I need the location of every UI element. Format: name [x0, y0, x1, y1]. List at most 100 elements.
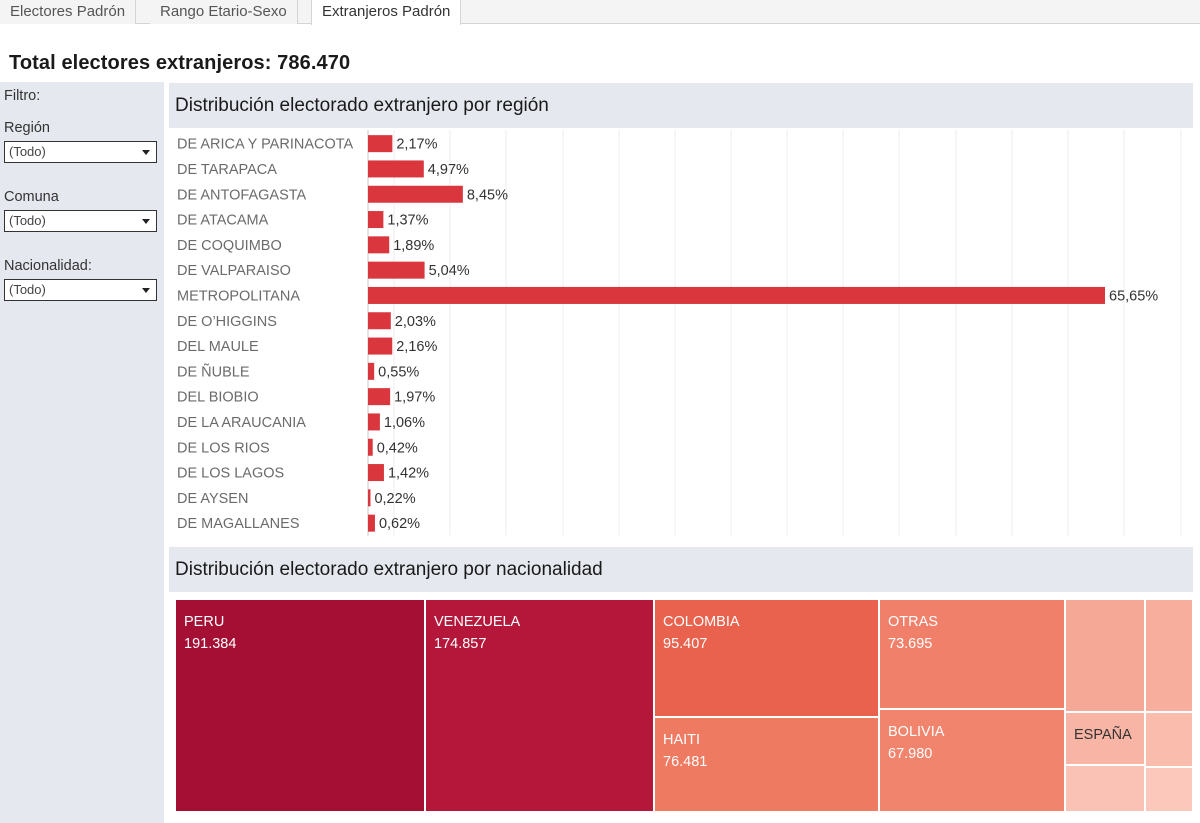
treemap-cell-rect[interactable] — [1144, 766, 1193, 812]
treemap-cell-rect[interactable] — [1064, 764, 1146, 812]
region-chart-header: Distribución electorado extranjero por r… — [169, 83, 1193, 128]
region-category-label: DE COQUIMBO — [177, 238, 282, 254]
region-category-label: DEL MAULE — [177, 339, 259, 355]
region-bar[interactable] — [368, 185, 463, 203]
region-category-label: DE ÑUBLE — [177, 363, 250, 380]
treemap-cell[interactable] — [1144, 599, 1193, 713]
region-filter-value: (Todo) — [9, 144, 46, 159]
treemap-value-label: 76.481 — [663, 754, 707, 770]
treemap-value-label: 191.384 — [184, 636, 236, 652]
treemap-cell[interactable]: VENEZUELA 174.857 — [424, 599, 655, 812]
tab-electores-padron[interactable]: Electores Padrón — [0, 0, 137, 24]
region-bar[interactable] — [368, 211, 384, 229]
region-value-label: 0,55% — [378, 364, 419, 380]
chevron-down-icon — [142, 219, 150, 224]
treemap-name-label: VENEZUELA — [434, 614, 521, 630]
region-category-label: DE O’HIGGINS — [177, 314, 277, 330]
region-value-label: 0,42% — [377, 440, 418, 456]
region-value-label: 1,06% — [384, 415, 425, 431]
region-bar[interactable] — [368, 464, 384, 482]
region-bar[interactable] — [368, 514, 375, 532]
treemap-cell[interactable] — [1144, 766, 1193, 812]
region-category-label: DE MAGALLANES — [177, 516, 300, 532]
treemap-value-label: 73.695 — [888, 636, 932, 652]
region-category-label: DE ATACAMA — [177, 213, 269, 229]
treemap-cell[interactable]: OTRAS 73.695 — [878, 599, 1066, 710]
treemap-cell-rect[interactable] — [1064, 711, 1146, 766]
treemap-value-label: 174.857 — [434, 636, 486, 652]
region-bar[interactable] — [368, 286, 1105, 304]
region-bar[interactable] — [368, 312, 391, 330]
region-bar[interactable] — [368, 337, 393, 355]
treemap-value-label: 95.407 — [663, 636, 707, 652]
chevron-down-icon — [142, 150, 150, 155]
region-category-label: DEL BIOBIO — [177, 390, 259, 406]
region-value-label: 1,89% — [393, 238, 434, 254]
region-value-label: 1,37% — [387, 213, 428, 229]
region-category-label: DE AYSEN — [177, 491, 248, 507]
region-category-label: DE ARICA Y PARINACOTA — [177, 137, 354, 153]
tab-extranjeros-padron[interactable]: Extranjeros Padrón — [311, 0, 462, 25]
treemap-cell-rect[interactable] — [1064, 599, 1146, 713]
total-electores-label: Total electores extranjeros: 786.470 — [9, 52, 351, 74]
treemap-cell-rect[interactable] — [1144, 711, 1193, 768]
treemap-cell[interactable] — [1144, 711, 1193, 768]
nacionalidad-filter-label: Nacionalidad: — [4, 258, 92, 274]
region-bar-chart: DE ARICA Y PARINACOTA 2,17% DE TARAPACA 4,9… — [177, 130, 1182, 536]
region-bar[interactable] — [368, 135, 393, 153]
tab-bar: Electores Padrón Rango Etario-Sexo Extra… — [0, 0, 1200, 25]
region-bar[interactable] — [368, 438, 373, 456]
region-filter-label: Región — [4, 120, 50, 136]
region-category-label: DE VALPARAISO — [177, 263, 291, 279]
treemap-cell-rect[interactable] — [653, 716, 880, 812]
nacionalidad-filter-select[interactable]: (Todo) — [4, 279, 157, 301]
region-bar[interactable] — [368, 160, 424, 178]
tab-rango-etario-sexo[interactable]: Rango Etario-Sexo — [150, 0, 298, 24]
region-category-label: DE LOS RIOS — [177, 440, 270, 456]
treemap-name-label: COLOMBIA — [663, 614, 740, 630]
region-bar[interactable] — [368, 261, 425, 279]
treemap-cell[interactable]: ESPAÑA — [1064, 711, 1146, 766]
comuna-filter-label: Comuna — [4, 189, 59, 205]
nacionalidad-chart-title: Distribución electorado extranjero por n… — [175, 559, 603, 580]
treemap-cell-rect[interactable] — [175, 599, 426, 812]
comuna-filter-select[interactable]: (Todo) — [4, 210, 157, 232]
treemap-value-label: 67.980 — [888, 746, 932, 762]
treemap-cell[interactable] — [1064, 764, 1146, 812]
region-value-label: 5,04% — [429, 263, 470, 279]
region-value-label: 2,16% — [396, 339, 437, 355]
nacionalidad-chart-header: Distribución electorado extranjero por n… — [169, 547, 1193, 592]
region-bar[interactable] — [368, 362, 375, 380]
region-value-label: 2,17% — [396, 137, 437, 153]
region-filter-select[interactable]: (Todo) — [4, 141, 157, 163]
treemap-name-label: ESPAÑA — [1074, 726, 1132, 743]
region-value-label: 0,22% — [374, 491, 415, 507]
region-category-label: DE ANTOFAGASTA — [177, 187, 307, 203]
comuna-filter-value: (Todo) — [9, 213, 46, 228]
region-category-label: DE LA ARAUCANIA — [177, 415, 306, 431]
treemap-name-label: HAITI — [663, 732, 700, 748]
treemap-name-label: BOLIVIA — [888, 724, 945, 740]
filter-sidebar: Filtro: Región (Todo) Comuna (Todo) Naci… — [0, 82, 164, 823]
treemap-cell[interactable]: HAITI 76.481 — [653, 716, 880, 812]
treemap-cell[interactable] — [1064, 599, 1146, 713]
treemap-cell[interactable]: PERU 191.384 — [175, 599, 426, 812]
treemap-cell[interactable]: COLOMBIA 95.407 — [653, 599, 880, 718]
region-value-label: 4,97% — [428, 162, 469, 178]
treemap-cell-rect[interactable] — [424, 599, 655, 812]
nacionalidad-filter-value: (Todo) — [9, 282, 46, 297]
region-value-label: 1,42% — [388, 466, 429, 482]
region-bar[interactable] — [368, 236, 390, 254]
region-category-label: DE TARAPACA — [177, 162, 277, 178]
region-bar[interactable] — [368, 388, 391, 406]
treemap-cell-rect[interactable] — [653, 599, 880, 718]
region-bar[interactable] — [368, 413, 380, 431]
region-bar[interactable] — [368, 489, 371, 507]
chevron-down-icon — [142, 288, 150, 293]
treemap-cell-rect[interactable] — [1144, 599, 1193, 713]
treemap-name-label: PERU — [184, 614, 224, 630]
treemap-cell[interactable]: BOLIVIA 67.980 — [878, 708, 1066, 812]
region-value-label: 1,97% — [394, 390, 435, 406]
treemap-cell-rect[interactable] — [878, 708, 1066, 812]
treemap-cell-rect[interactable] — [878, 599, 1066, 710]
